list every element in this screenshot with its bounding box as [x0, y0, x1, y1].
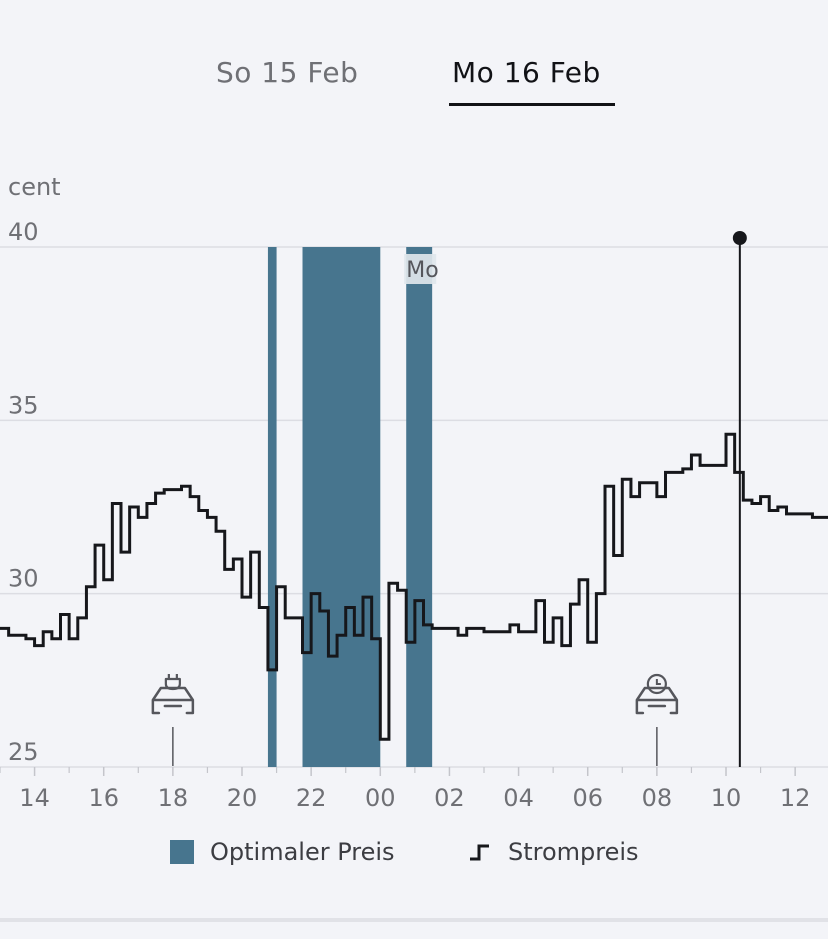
- bottom-divider: [0, 918, 828, 922]
- x-tick-label: 22: [296, 784, 327, 812]
- x-tick-label: 02: [434, 784, 465, 812]
- legend-price-label: Strompreis: [508, 838, 639, 866]
- x-tick-label: 00: [365, 784, 396, 812]
- optimal-price-swatch: [170, 840, 194, 864]
- legend-optimal-price[interactable]: Optimaler Preis: [170, 838, 395, 866]
- x-tick-label: 14: [19, 784, 50, 812]
- day-marker-box: [404, 254, 437, 284]
- x-tick-label: 10: [711, 784, 742, 812]
- price-chart[interactable]: cent 25 30 35 40 Mo 14 16 18 20 22 00 02 04 06 08 10 12: [0, 0, 828, 830]
- legend-optimal-label: Optimaler Preis: [210, 838, 395, 866]
- chart-legend: Optimaler Preis Strompreis: [0, 838, 828, 878]
- x-tick-label: 06: [572, 784, 603, 812]
- day-marker-label: Mo: [406, 258, 438, 283]
- price-step-line[interactable]: [0, 432, 828, 741]
- legend-price[interactable]: Strompreis: [468, 838, 639, 866]
- y-tick-label: 35: [8, 391, 39, 419]
- cursor: [732, 231, 747, 767]
- y-axis-unit-label: cent: [8, 173, 61, 201]
- y-tick-label: 30: [8, 565, 39, 593]
- plug-shape: [164, 674, 181, 691]
- optimal-price-window[interactable]: [302, 247, 381, 767]
- tab-previous-day[interactable]: So 15 Feb: [216, 56, 359, 89]
- price-series: [0, 432, 828, 741]
- active-tab-underline: [449, 103, 615, 106]
- x-tick-label: 08: [642, 784, 673, 812]
- y-tick-label: 25: [8, 738, 39, 766]
- clock-face: [646, 673, 667, 695]
- optimal-price-window[interactable]: [406, 247, 433, 767]
- optimal-price-window[interactable]: [267, 247, 277, 767]
- y-axis: cent 25 30 35 40: [8, 173, 61, 766]
- x-tick-label: 20: [227, 784, 258, 812]
- clock-hands: [655, 679, 661, 685]
- cursor-handle[interactable]: [732, 231, 747, 245]
- event-markers: [151, 673, 679, 766]
- car-clock-icon[interactable]: [635, 673, 679, 766]
- step-line-icon: [470, 844, 489, 861]
- optimal-price-windows: Mo: [267, 247, 439, 767]
- x-tick-label: 18: [158, 784, 189, 812]
- x-tick-label: 12: [780, 784, 811, 812]
- date-tabs: So 15 Feb Mo 16 Feb: [0, 0, 828, 120]
- x-axis: 14 16 18 20 22 00 02 04 06 08 10 12: [0, 767, 810, 812]
- x-tick-label: 04: [503, 784, 534, 812]
- tab-current-day[interactable]: Mo 16 Feb: [452, 56, 601, 89]
- x-tick-label: 16: [88, 784, 119, 812]
- car-plug-icon[interactable]: [151, 674, 195, 766]
- y-tick-label: 40: [8, 218, 39, 246]
